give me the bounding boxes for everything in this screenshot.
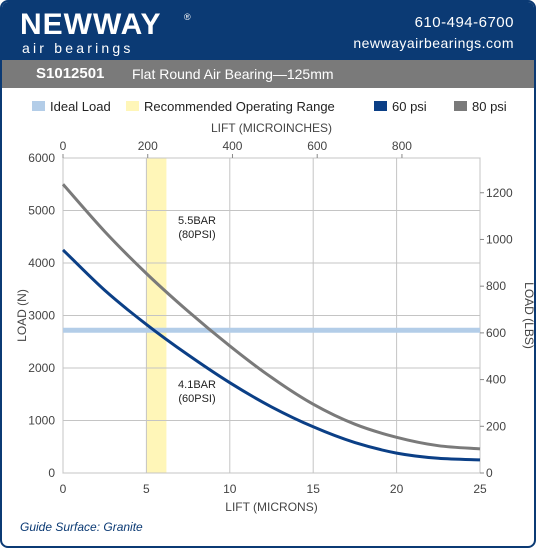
top-tick-label: 400 bbox=[222, 139, 242, 153]
right-tick-label: 400 bbox=[486, 373, 506, 387]
registered-mark: ® bbox=[184, 12, 191, 22]
x-tick-label: 10 bbox=[223, 482, 237, 496]
product-title-bar: S1012501 Flat Round Air Bearing—125mm bbox=[2, 60, 534, 88]
brand-header: NEWWAY ® air bearings 610-494-6700 newwa… bbox=[2, 2, 534, 60]
top-tick-label: 800 bbox=[392, 139, 412, 153]
series-label-line: (80PSI) bbox=[178, 229, 215, 241]
brand-logo: NEWWAY bbox=[20, 8, 162, 41]
top-tick-label: 200 bbox=[138, 139, 158, 153]
y-tick-label: 6000 bbox=[28, 151, 55, 165]
series-label-line: (60PSI) bbox=[178, 393, 215, 405]
y-tick-label: 1000 bbox=[28, 414, 55, 428]
legend-swatch bbox=[126, 101, 139, 111]
series-label-line: 4.1BAR bbox=[178, 379, 216, 391]
legend-label: Recommended Operating Range bbox=[144, 99, 335, 114]
series-label-line: 5.5BAR bbox=[178, 215, 216, 227]
brand-tagline: air bearings bbox=[22, 40, 134, 56]
legend-swatch bbox=[32, 101, 45, 111]
right-tick-label: 600 bbox=[486, 326, 506, 340]
right-tick-label: 0 bbox=[486, 466, 493, 480]
right-tick-label: 1200 bbox=[486, 186, 513, 200]
x-tick-label: 25 bbox=[473, 482, 487, 496]
website-link[interactable]: newwayairbearings.com bbox=[353, 35, 514, 51]
right-axis-title: LOAD (LBS) bbox=[522, 282, 534, 349]
load-lift-chart: Ideal Load Recommended Operating Range 60 … bbox=[15, 99, 534, 514]
y-tick-label: 3000 bbox=[28, 309, 55, 323]
y-axis-title: LOAD (N) bbox=[15, 289, 29, 342]
legend-label: 60 psi bbox=[392, 99, 427, 114]
part-number: S1012501 bbox=[36, 65, 105, 82]
y-tick-label: 4000 bbox=[28, 256, 55, 270]
x-tick-label: 15 bbox=[307, 482, 321, 496]
x-axis-title: LIFT (MICRONS) bbox=[225, 500, 317, 514]
legend-swatch bbox=[454, 101, 467, 111]
x-tick-label: 5 bbox=[143, 482, 150, 496]
legend-swatch bbox=[374, 101, 387, 111]
top-tick-label: 600 bbox=[307, 139, 327, 153]
y-tick-label: 5000 bbox=[28, 204, 55, 218]
legend-label: 80 psi bbox=[472, 99, 507, 114]
product-description: Flat Round Air Bearing—125mm bbox=[132, 66, 334, 82]
series-line-80-psi bbox=[61, 183, 481, 451]
x-tick-label: 0 bbox=[60, 482, 67, 496]
x-tick-label: 20 bbox=[390, 482, 404, 496]
legend-label: Ideal Load bbox=[50, 99, 111, 114]
guide-surface-note: Guide Surface: Granite bbox=[20, 520, 143, 534]
series-line-60-psi bbox=[61, 248, 481, 462]
y-tick-label: 0 bbox=[48, 466, 55, 480]
right-tick-label: 800 bbox=[486, 279, 506, 293]
series-label: 4.1BAR (60PSI) bbox=[178, 379, 216, 405]
y-tick-label: 2000 bbox=[28, 361, 55, 375]
right-tick-label: 1000 bbox=[486, 232, 513, 246]
series-label: 5.5BAR (80PSI) bbox=[178, 215, 216, 241]
top-axis-title: LIFT (MICROINCHES) bbox=[211, 121, 332, 135]
top-tick-label: 0 bbox=[60, 139, 67, 153]
phone-number[interactable]: 610-494-6700 bbox=[414, 14, 514, 31]
right-tick-label: 200 bbox=[486, 419, 506, 433]
